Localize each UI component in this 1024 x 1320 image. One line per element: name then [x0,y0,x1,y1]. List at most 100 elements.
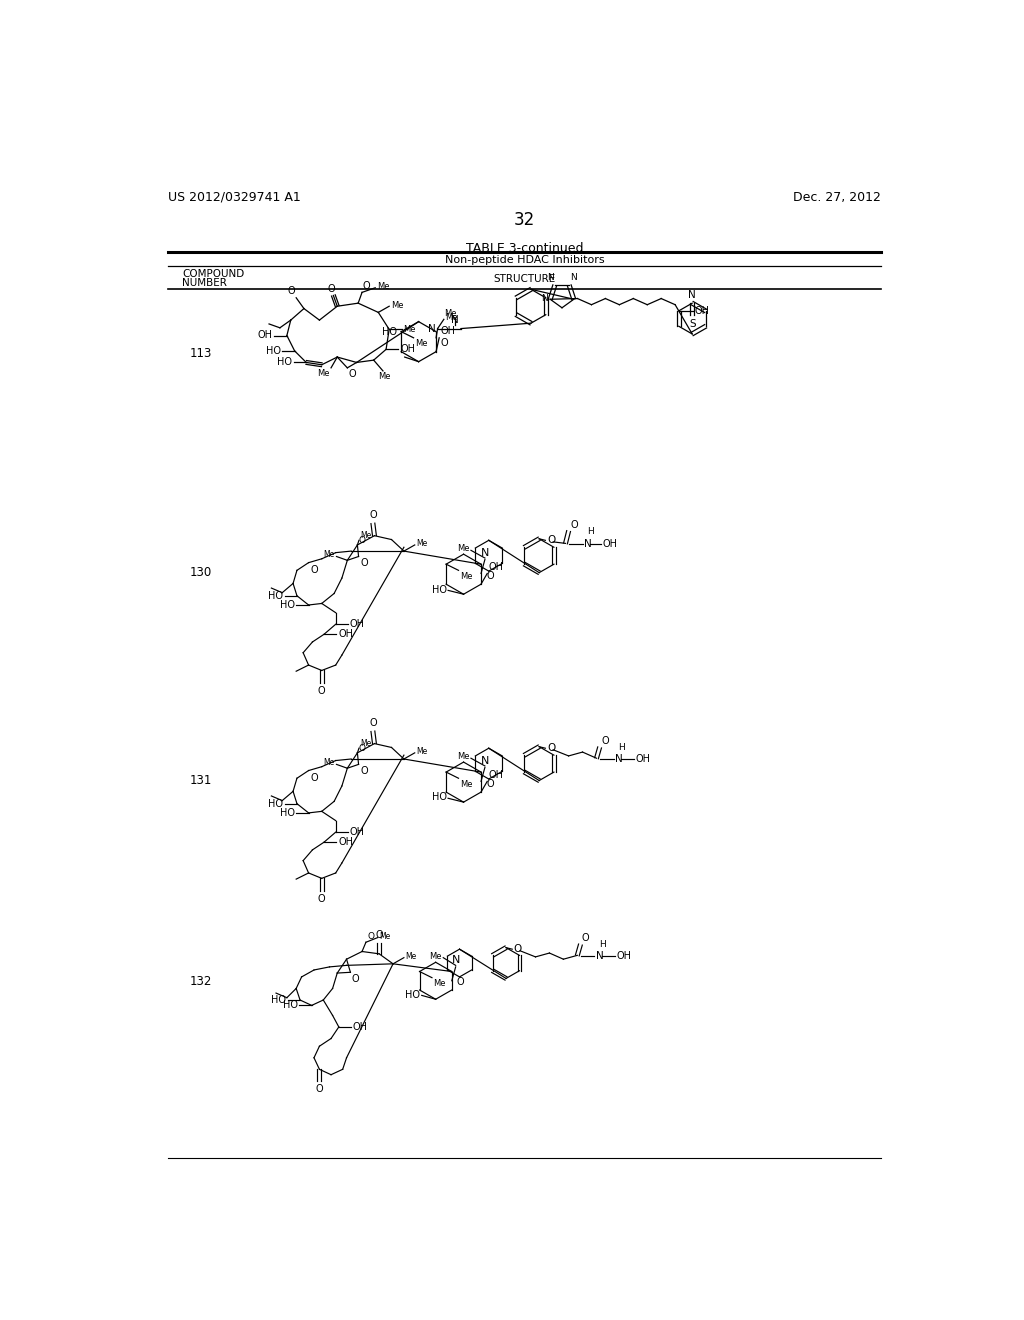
Text: Me: Me [324,759,335,767]
Text: S: S [689,318,695,329]
Text: Me: Me [377,281,389,290]
Text: Me: Me [429,952,441,961]
Text: O: O [514,944,522,954]
Text: 131: 131 [190,775,212,788]
Text: H: H [587,528,594,536]
Text: Me: Me [324,550,335,560]
Text: OH: OH [603,539,617,549]
Text: OH: OH [352,1022,368,1032]
Text: N: N [596,952,604,961]
Text: Me: Me [460,780,472,789]
Text: Me: Me [457,544,469,553]
Text: O: O [360,558,368,568]
Text: Dec. 27, 2012: Dec. 27, 2012 [794,190,882,203]
Text: O: O [486,779,494,788]
Text: HO: HO [406,990,420,999]
Text: OH: OH [440,326,456,337]
Text: O: O [352,974,359,983]
Text: HO: HO [431,792,446,803]
Text: OH: OH [258,330,273,341]
Text: N: N [584,539,592,549]
Text: NUMBER: NUMBER [182,277,227,288]
Text: TABLE 3-continued: TABLE 3-continued [466,242,584,255]
Text: Me: Me [378,372,391,381]
Text: O: O [440,338,447,348]
Text: O: O [582,933,590,942]
Text: O: O [601,737,609,746]
Text: H: H [617,743,625,752]
Text: O: O [310,565,317,576]
Text: Me: Me [403,325,416,334]
Text: Me: Me [360,531,372,540]
Text: Me: Me [360,739,372,748]
Text: Me: Me [406,952,417,961]
Text: O: O [317,686,326,696]
Text: 130: 130 [190,566,212,579]
Text: O: O [369,511,377,520]
Text: OH: OH [616,952,631,961]
Text: Me: Me [443,309,457,318]
Text: N: N [548,273,554,281]
Text: N: N [688,290,696,300]
Text: STRUCTURE: STRUCTURE [494,275,556,284]
Text: HO: HO [268,799,283,809]
Text: O: O [317,894,326,904]
Text: Me: Me [391,301,403,310]
Text: Me: Me [317,370,330,379]
Text: OH: OH [635,754,650,764]
Text: US 2012/0329741 A1: US 2012/0329741 A1 [168,190,301,203]
Text: N: N [569,273,577,281]
Text: O: O [315,1084,324,1094]
Text: OH: OH [488,562,504,572]
Text: N: N [452,956,460,965]
Text: Me: Me [379,932,390,941]
Text: N: N [480,548,489,558]
Text: H: H [599,940,605,949]
Text: Me: Me [417,747,428,756]
Text: O: O [359,743,366,752]
Text: O: O [457,977,464,987]
Text: O: O [349,370,356,379]
Text: O: O [287,286,295,296]
Text: OH: OH [694,306,710,315]
Text: 113: 113 [190,347,212,360]
Text: OH: OH [349,828,365,837]
Text: O: O [368,932,375,941]
Text: 132: 132 [190,974,212,987]
Text: HO: HO [382,327,397,338]
Text: Non-peptide HDAC Inhibitors: Non-peptide HDAC Inhibitors [445,256,604,265]
Text: OH: OH [338,630,353,639]
Text: O: O [359,536,366,545]
Text: HO: HO [278,358,292,367]
Text: Me: Me [433,979,446,989]
Text: N: N [615,754,623,764]
Text: HO: HO [431,585,446,594]
Text: HO: HO [265,346,281,356]
Text: Me: Me [417,539,428,548]
Text: OH: OH [338,837,353,847]
Text: HO: HO [280,808,295,818]
Text: O: O [328,284,335,294]
Text: O: O [570,520,578,529]
Text: N: N [480,756,489,766]
Text: COMPOUND: COMPOUND [182,268,245,279]
Text: O: O [310,774,317,783]
Text: N: N [542,294,548,304]
Text: HO: HO [271,995,286,1005]
Text: N: N [428,323,436,334]
Text: O: O [547,743,555,754]
Text: O: O [486,570,494,581]
Text: O: O [547,536,555,545]
Text: Me: Me [460,572,472,581]
Text: O: O [362,281,371,290]
Text: HO: HO [280,601,295,610]
Text: O: O [375,931,383,940]
Text: HO: HO [268,591,283,601]
Text: N: N [451,315,459,326]
Text: OH: OH [349,619,365,630]
Text: Me: Me [445,313,458,322]
Text: O: O [360,766,368,776]
Text: Me: Me [415,339,428,348]
Text: 32: 32 [514,211,536,228]
Text: HO: HO [283,1001,298,1010]
